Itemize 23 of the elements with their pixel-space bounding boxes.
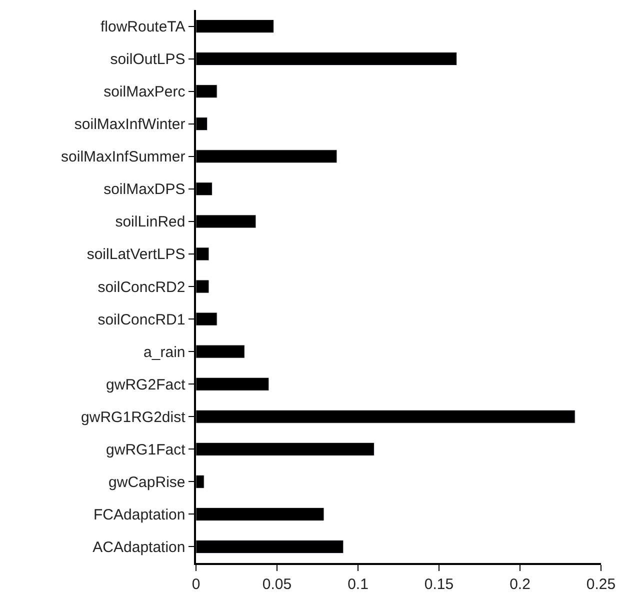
y-tick-label: soilMaxPerc <box>104 84 186 101</box>
x-tick-label: 0.05 <box>262 576 292 593</box>
y-tick-label: flowRouteTA <box>100 18 186 36</box>
x-tick-label: 0.15 <box>424 576 454 593</box>
y-tick-label: gwRG2Fact <box>106 376 186 394</box>
y-tick-label: a_rain <box>144 344 186 361</box>
x-tick-label: 0 <box>192 576 200 593</box>
y-tick-label: gwRG1RG2dist <box>81 408 186 426</box>
x-tick-label: 0.1 <box>348 576 368 593</box>
x-tick-label: 0.25 <box>586 576 616 593</box>
y-tick-label: FCAdaptation <box>94 506 186 524</box>
y-tick-label: soilMaxInfSummer <box>61 148 186 166</box>
y-tick-label: soilConcRD2 <box>98 278 186 296</box>
y-tick-label: gwRG1Fact <box>106 441 186 458</box>
y-tick-label: soilLinRed <box>115 214 186 231</box>
x-tick-label: 0.2 <box>510 576 530 593</box>
y-tick-label: soilLatVertLPS <box>86 246 186 264</box>
y-tick-label: soilMaxInfWinter <box>74 116 186 134</box>
y-tick-label: gwCapRise <box>108 474 186 491</box>
y-tick-label: soilConcRD1 <box>98 311 186 328</box>
y-tick-label: soilOutLPS <box>110 51 186 68</box>
y-tick-label: ACAdaptation <box>92 538 186 556</box>
y-tick-label: soilMaxDPS <box>104 181 186 198</box>
